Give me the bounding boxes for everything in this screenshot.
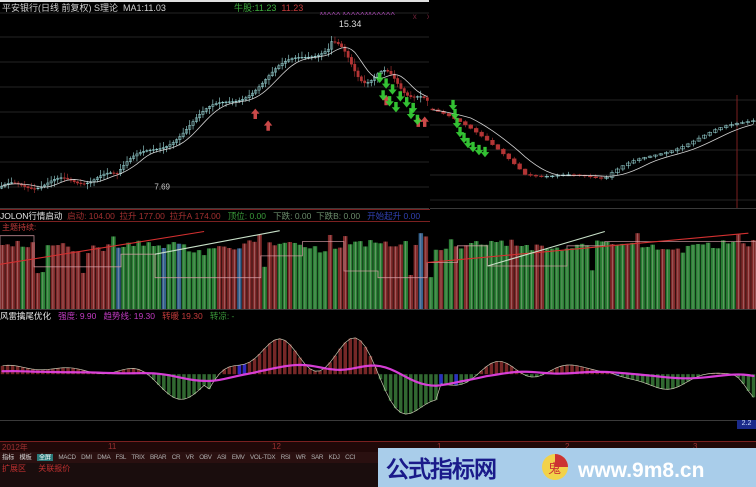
svg-text:xxXXX xXXXXxxXXXXX: xxXXX xXXXXxxXXXXX xyxy=(320,12,396,17)
svg-text:15.34: 15.34 xyxy=(339,19,362,29)
svg-text:www.9m8.cn: www.9m8.cn xyxy=(577,459,704,482)
svg-text:鬼: 鬼 xyxy=(548,461,561,476)
svg-text:x: x xyxy=(427,12,429,21)
svg-text:7.69: 7.69 xyxy=(154,182,170,191)
svg-text:公式指标网: 公式指标网 xyxy=(386,456,496,482)
svg-text:x: x xyxy=(413,12,417,21)
